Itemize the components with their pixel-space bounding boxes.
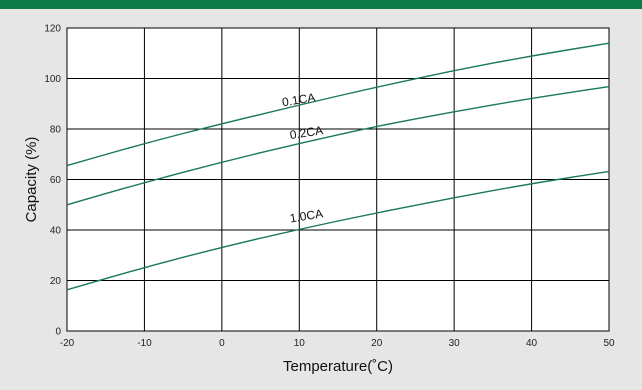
curve-label: 1.0CA xyxy=(289,206,324,225)
x-tick-label: 10 xyxy=(294,338,306,349)
y-tick-label: 0 xyxy=(55,327,61,338)
x-tick-label: 0 xyxy=(219,338,225,349)
x-tick-label: 50 xyxy=(603,338,615,349)
y-axis-ticks: 0 20 40 60 80 100 120 xyxy=(44,24,61,338)
x-tick-label: 30 xyxy=(449,338,461,349)
series-curves xyxy=(66,42,610,291)
y-tick-label: 80 xyxy=(50,125,62,136)
top-accent-bar xyxy=(0,0,642,9)
x-axis-title: Temperature(˚C) xyxy=(283,358,393,375)
series-line xyxy=(66,170,610,291)
curve-labels: 0.1CA 0.2CA 1.0CA xyxy=(281,90,324,225)
series-line xyxy=(66,85,610,206)
y-tick-label: 20 xyxy=(50,276,62,287)
y-tick-label: 60 xyxy=(50,175,62,186)
y-tick-label: 120 xyxy=(44,24,61,35)
x-axis-ticks: -20 -10 0 10 20 30 40 50 xyxy=(60,338,615,349)
x-tick-label: -20 xyxy=(60,338,75,349)
x-tick-label: 40 xyxy=(526,338,538,349)
curve-label: 0.1CA xyxy=(281,90,316,109)
grid-lines xyxy=(66,27,610,332)
y-axis-title: Capacity (%) xyxy=(23,137,40,223)
series-line xyxy=(66,42,610,167)
x-tick-label: -10 xyxy=(137,338,152,349)
x-tick-label: 20 xyxy=(371,338,383,349)
y-tick-label: 40 xyxy=(50,226,62,237)
y-tick-label: 100 xyxy=(44,74,61,85)
curve-label: 0.2CA xyxy=(289,123,324,142)
